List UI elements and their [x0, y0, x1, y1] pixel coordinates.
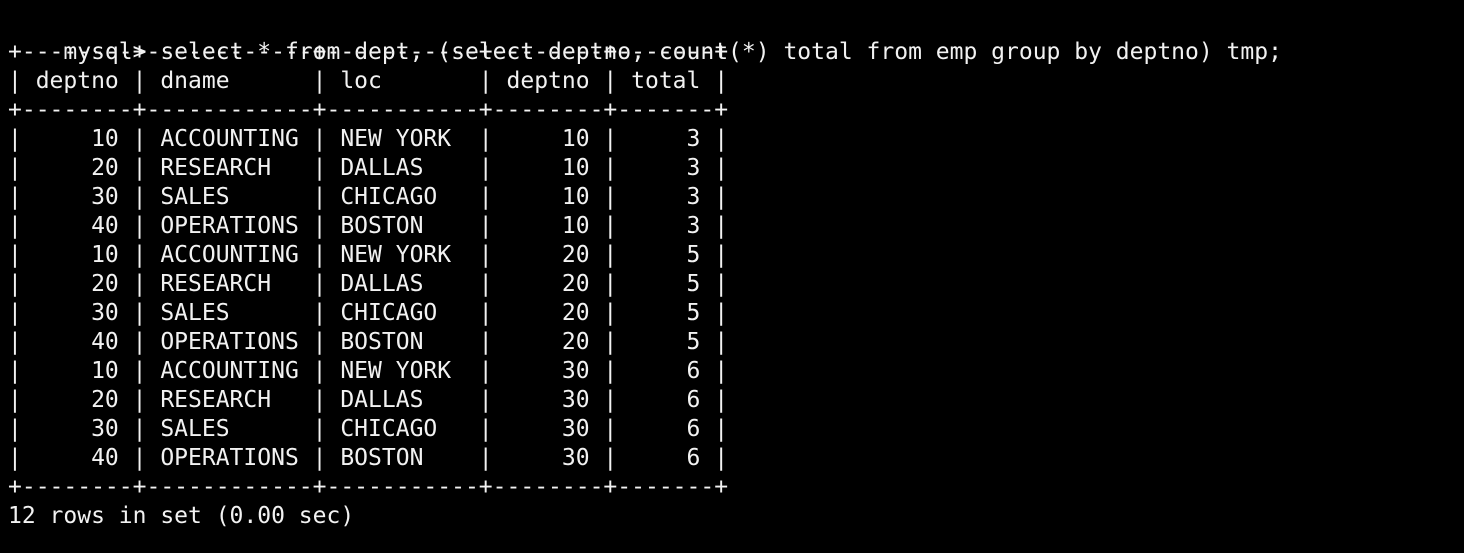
table-border: +--------+------------+-----------+-----… — [8, 39, 729, 65]
table-row: | 10 | ACCOUNTING | NEW YORK | 20 | 5 | — [8, 242, 729, 268]
table-border: +--------+------------+-----------+-----… — [8, 97, 729, 123]
sql-command: select * from dept, (select deptno, coun… — [160, 39, 1282, 65]
table-row: | 30 | SALES | CHICAGO | 10 | 3 | — [8, 184, 729, 210]
table-row: | 40 | OPERATIONS | BOSTON | 30 | 6 | — [8, 445, 729, 471]
table-row: | 30 | SALES | CHICAGO | 30 | 6 | — [8, 416, 729, 442]
table-row: | 20 | RESEARCH | DALLAS | 10 | 3 | — [8, 155, 729, 181]
table-row: | 20 | RESEARCH | DALLAS | 30 | 6 | — [8, 387, 729, 413]
table-border: +--------+------------+-----------+-----… — [8, 474, 729, 500]
table-row: | 10 | ACCOUNTING | NEW YORK | 30 | 6 | — [8, 358, 729, 384]
table-row: | 30 | SALES | CHICAGO | 20 | 5 | — [8, 300, 729, 326]
mysql-prompt: mysql> — [63, 39, 161, 65]
status-line: 12 rows in set (0.00 sec) — [8, 503, 355, 529]
table-row: | 20 | RESEARCH | DALLAS | 20 | 5 | — [8, 271, 729, 297]
command-line: mysql> select * from dept, (select deptn… — [8, 9, 1464, 65]
table-row: | 40 | OPERATIONS | BOSTON | 20 | 5 | — [8, 329, 729, 355]
table-row: | 40 | OPERATIONS | BOSTON | 10 | 3 | — [8, 213, 729, 239]
table-header: | deptno | dname | loc | deptno | total … — [8, 68, 729, 94]
result-table: +--------+------------+-----------+-----… — [8, 38, 1464, 502]
table-row: | 10 | ACCOUNTING | NEW YORK | 10 | 3 | — [8, 126, 729, 152]
